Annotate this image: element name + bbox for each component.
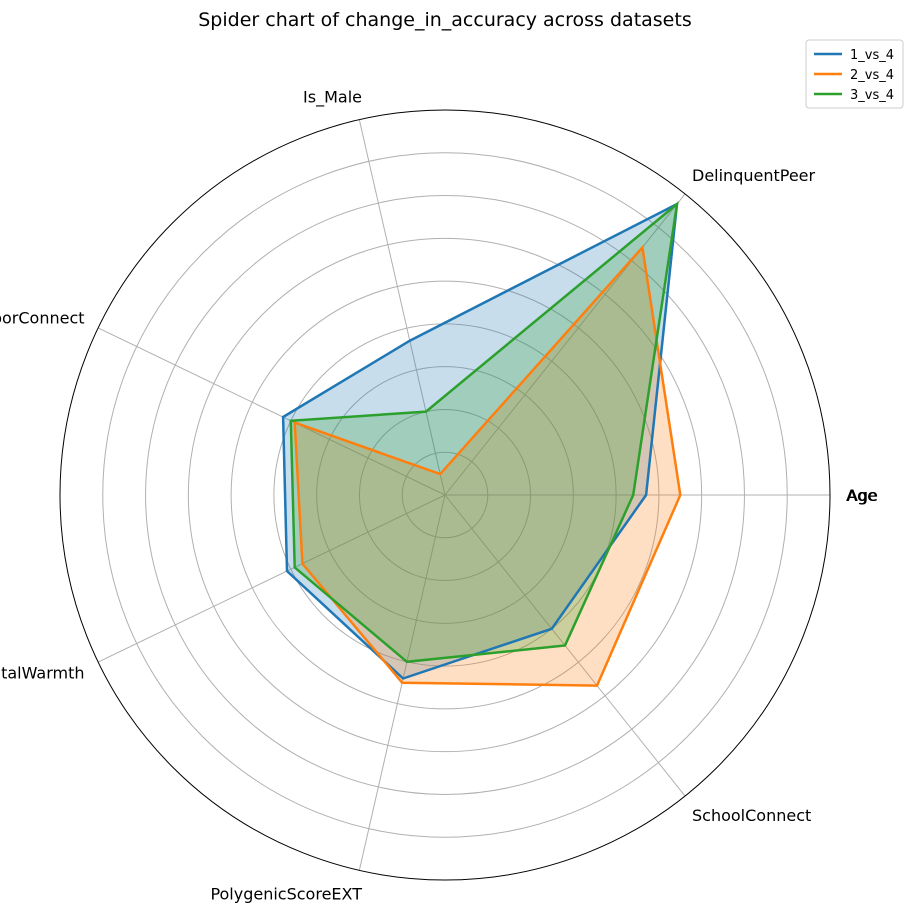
axis-spoke bbox=[97, 494, 446, 663]
axis-spoke bbox=[444, 193, 686, 496]
radar-series bbox=[281, 200, 682, 687]
axis-label-parentalwarmth: ParentalWarmth bbox=[0, 663, 85, 682]
axis-label-neighborconnect: NeighborConnect bbox=[0, 309, 85, 328]
series-line-2_vs_4 bbox=[293, 244, 682, 687]
legend-box bbox=[805, 39, 904, 109]
radar-frame bbox=[59, 109, 831, 881]
series-line-1_vs_4 bbox=[281, 201, 679, 680]
series-fill-2_vs_4 bbox=[294, 247, 681, 686]
legend: 1_vs_4 2_vs_4 3_vs_4 bbox=[805, 39, 904, 109]
axis-label-delinquentpeer: DelinquentPeer bbox=[692, 166, 816, 185]
axis-labels: Age DelinquentPeer Is_Male NeighborConnect P… bbox=[0, 87, 878, 903]
axis-label-duplicate: Age bbox=[847, 486, 878, 505]
axis-label-is_male: Is_Male bbox=[303, 87, 362, 107]
axis-label-schoolconnect: SchoolConnect bbox=[692, 806, 811, 825]
radar-grid bbox=[59, 109, 831, 881]
legend-label-3_vs_4: 3_vs_4 bbox=[850, 88, 894, 103]
axis-spoke bbox=[97, 327, 446, 496]
axis-label-polygenicscoreext: PolygenicScoreEXT bbox=[210, 885, 362, 904]
legend-label-2_vs_4: 2_vs_4 bbox=[850, 68, 894, 83]
chart-title: Spider chart of change_in_accuracy acros… bbox=[198, 9, 691, 31]
axis-label-age: Age bbox=[846, 486, 877, 505]
legend-label-1_vs_4: 1_vs_4 bbox=[850, 48, 894, 63]
series-line-3_vs_4 bbox=[289, 200, 679, 664]
axis-spoke bbox=[358, 119, 446, 496]
series-fill-1_vs_4 bbox=[283, 204, 677, 679]
